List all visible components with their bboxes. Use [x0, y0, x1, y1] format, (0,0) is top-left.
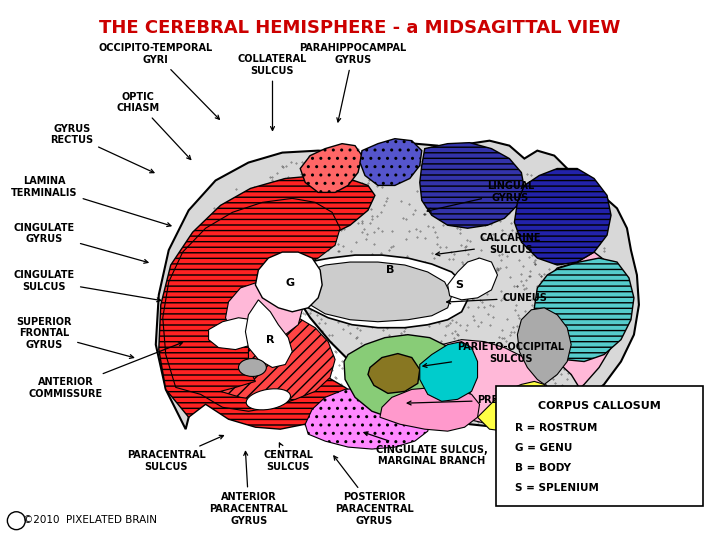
Polygon shape [209, 318, 258, 349]
Text: B: B [386, 265, 394, 275]
Polygon shape [420, 342, 477, 401]
Polygon shape [514, 168, 611, 265]
Text: ANTERIOR
PARACENTRAL
GYRUS: ANTERIOR PARACENTRAL GYRUS [210, 451, 288, 525]
Polygon shape [220, 312, 335, 401]
Polygon shape [262, 255, 467, 328]
Text: CINGULATE
SULCUS: CINGULATE SULCUS [14, 270, 161, 302]
Text: S: S [456, 280, 464, 290]
Polygon shape [256, 252, 322, 312]
Polygon shape [305, 387, 432, 449]
Text: ©2010  PIXELATED BRAIN: ©2010 PIXELATED BRAIN [23, 515, 157, 525]
Text: OCCIPITO-TEMPORAL
GYRI: OCCIPITO-TEMPORAL GYRI [99, 43, 220, 119]
Ellipse shape [246, 389, 290, 410]
Polygon shape [360, 139, 422, 185]
Polygon shape [163, 198, 340, 411]
Text: B = BODY: B = BODY [516, 463, 572, 473]
Text: LINGUAL
GYRUS: LINGUAL GYRUS [427, 181, 534, 212]
Text: CALCARINE
SULCUS: CALCARINE SULCUS [436, 233, 541, 256]
Text: S = SPLENIUM: S = SPLENIUM [516, 483, 599, 493]
Polygon shape [380, 387, 480, 431]
Text: OPTIC
CHIASM: OPTIC CHIASM [116, 92, 191, 159]
Ellipse shape [238, 359, 266, 376]
Polygon shape [159, 176, 375, 429]
Polygon shape [246, 300, 292, 368]
Polygon shape [422, 340, 547, 424]
Text: CORPUS CALLOSUM: CORPUS CALLOSUM [538, 401, 661, 411]
Polygon shape [505, 252, 621, 427]
Text: R: R [266, 335, 274, 345]
Text: G: G [286, 278, 294, 288]
Polygon shape [477, 381, 549, 431]
Polygon shape [279, 262, 451, 322]
Text: ANTERIOR
COMMISSURE: ANTERIOR COMMISSURE [29, 342, 183, 399]
Polygon shape [225, 282, 302, 338]
Text: COLLATERAL
SULCUS: COLLATERAL SULCUS [238, 54, 307, 131]
Text: CINGULATE
GYRUS: CINGULATE GYRUS [14, 222, 148, 264]
Text: PARIETO-OCCIPITAL
SULCUS: PARIETO-OCCIPITAL SULCUS [423, 342, 564, 367]
Polygon shape [300, 144, 362, 192]
Text: THE CEREBRAL HEMISPHERE - a MIDSAGITTAL VIEW: THE CEREBRAL HEMISPHERE - a MIDSAGITTAL … [99, 19, 621, 37]
Text: PRECUNEUS: PRECUNEUS [408, 395, 544, 405]
Polygon shape [420, 143, 524, 228]
Text: PARACENTRAL
SULCUS: PARACENTRAL SULCUS [127, 435, 223, 471]
Polygon shape [156, 140, 639, 429]
Text: SUPERIOR
FRONTAL
GYRUS: SUPERIOR FRONTAL GYRUS [17, 317, 134, 359]
Text: R = ROSTRUM: R = ROSTRUM [516, 423, 598, 433]
Polygon shape [368, 354, 420, 393]
Text: GYRUS
RECTUS: GYRUS RECTUS [50, 124, 154, 173]
Text: PARAHIPPOCAMPAL
GYRUS: PARAHIPPOCAMPAL GYRUS [300, 43, 407, 122]
Text: LAMINA
TERMINALIS: LAMINA TERMINALIS [12, 176, 171, 226]
Text: CINGULATE SULCUS,
MARGINAL BRANCH: CINGULATE SULCUS, MARGINAL BRANCH [364, 432, 487, 466]
FancyBboxPatch shape [497, 387, 703, 506]
Polygon shape [448, 258, 498, 300]
Text: POSTERIOR
PARACENTRAL
GYRUS: POSTERIOR PARACENTRAL GYRUS [334, 456, 414, 525]
Text: CENTRAL
SULCUS: CENTRAL SULCUS [264, 443, 313, 471]
Polygon shape [534, 258, 634, 361]
Polygon shape [518, 308, 571, 384]
Text: CUNEUS: CUNEUS [446, 293, 547, 304]
Polygon shape [344, 335, 472, 421]
Text: G = GENU: G = GENU [516, 443, 573, 453]
